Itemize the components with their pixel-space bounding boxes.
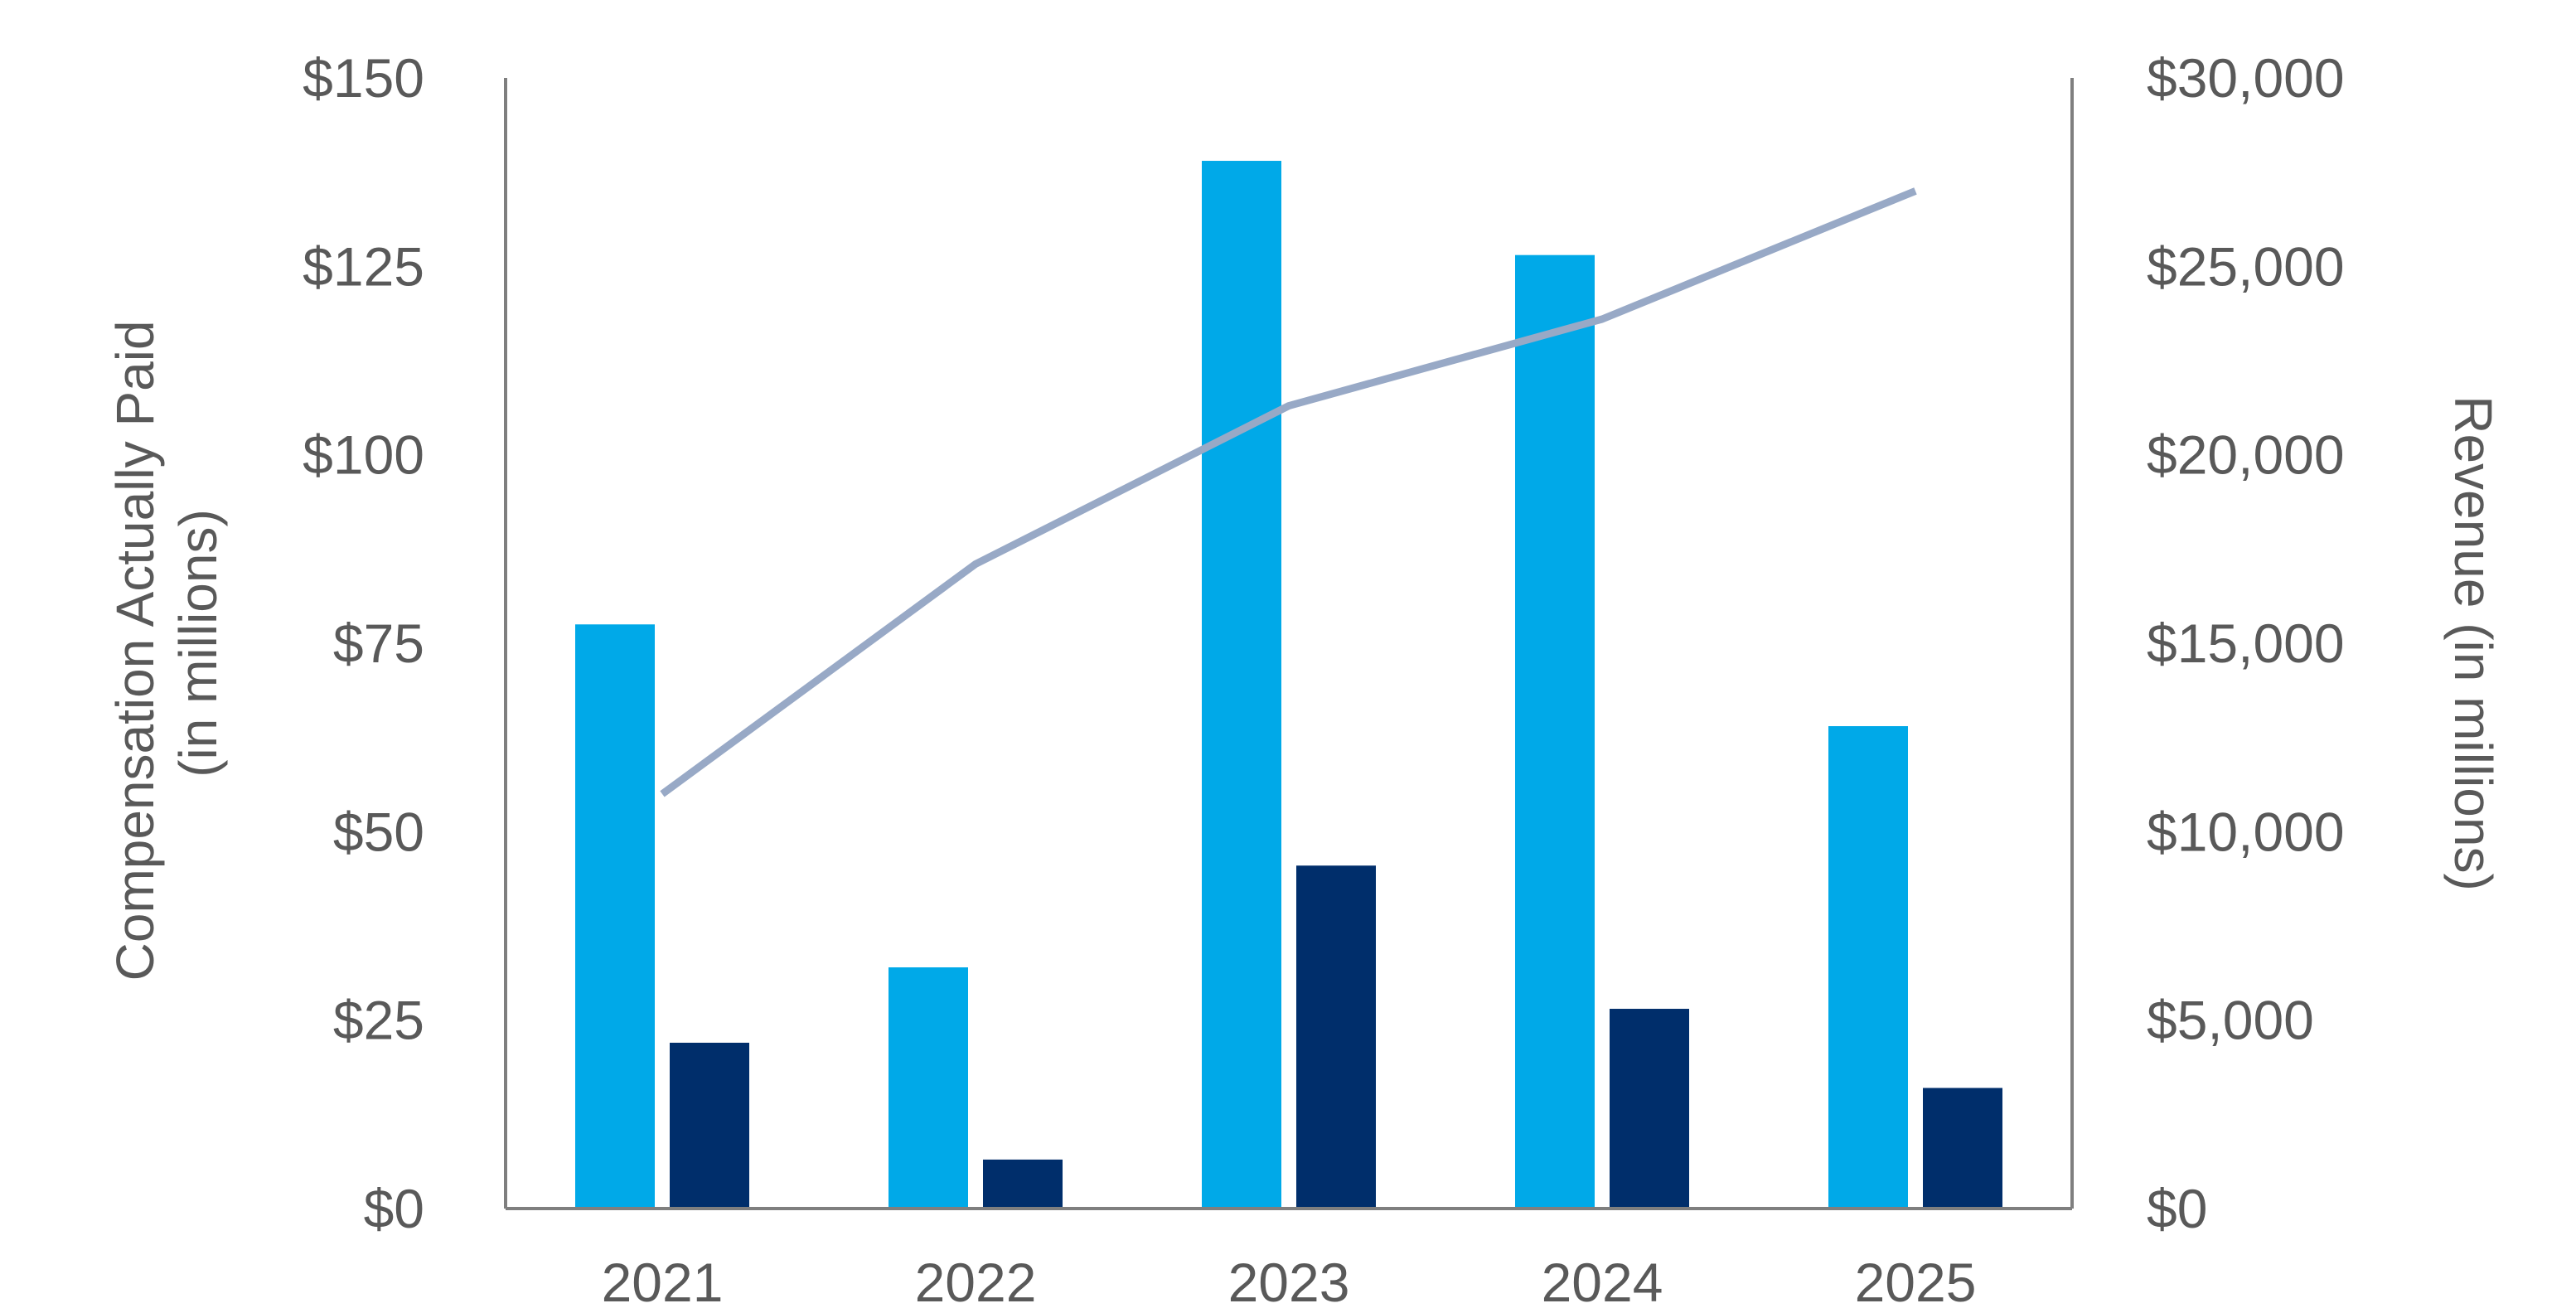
bar-series1-2023 (1202, 161, 1281, 1209)
revenue-line (660, 187, 1917, 797)
left-tick-label: $50 (333, 801, 424, 862)
left-tick-label: $150 (303, 47, 424, 109)
left-tick-label: $75 (333, 613, 424, 674)
x-tick-label-2025: 2025 (1855, 1252, 1977, 1313)
left-axis-title: Compensation Actually Paid (in millions) (105, 306, 228, 981)
left-tick-label: $100 (303, 424, 424, 486)
bar-layer (575, 161, 2002, 1209)
right-tick-label: $25,000 (2147, 235, 2345, 297)
left-axis-title-line1: Compensation Actually Paid (105, 320, 165, 981)
bar-series2-2023 (1296, 865, 1376, 1209)
axes-layer (504, 78, 2074, 1210)
labels-layer: Compensation Actually Paid (in millions)… (105, 47, 2503, 1313)
bar-series2-2021 (670, 1042, 749, 1209)
left-tick-label: $125 (303, 235, 424, 297)
right-tick-label: $5,000 (2147, 990, 2314, 1051)
bar-series1-2024 (1515, 254, 1595, 1209)
x-tick-label-2021: 2021 (602, 1252, 724, 1313)
right-tick-label: $0 (2147, 1178, 2207, 1239)
x-tick-label-2022: 2022 (915, 1252, 1037, 1313)
right-tick-label: $10,000 (2147, 801, 2345, 862)
bar-series1-2025 (1828, 726, 1908, 1209)
right-tick-label: $30,000 (2147, 47, 2345, 109)
x-tick-label-2024: 2024 (1542, 1252, 1663, 1313)
bar-series2-2022 (983, 1159, 1063, 1209)
left-tick-label: $0 (364, 1178, 424, 1239)
right-axis-title: Revenue (in millions) (2443, 395, 2503, 891)
bar-series2-2025 (1923, 1088, 2002, 1209)
bar-series1-2021 (575, 624, 655, 1209)
right-tick-label: $20,000 (2147, 424, 2345, 486)
bar-series2-2024 (1610, 1009, 1689, 1209)
right-tick-label: $15,000 (2147, 613, 2345, 674)
x-tick-label-2023: 2023 (1228, 1252, 1350, 1313)
bar-series1-2022 (889, 967, 968, 1209)
left-axis-title-line2: (in millions) (168, 509, 228, 778)
line-layer (660, 187, 1917, 797)
left-tick-label: $25 (333, 990, 424, 1051)
